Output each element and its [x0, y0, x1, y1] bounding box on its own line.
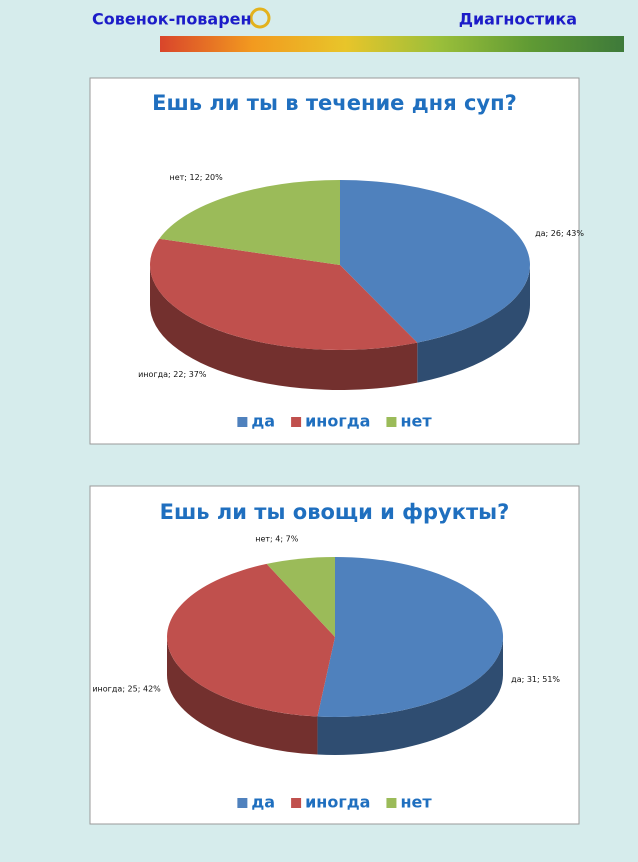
slice-side [417, 265, 530, 383]
legend-swatch [291, 798, 302, 808]
slice-side [150, 265, 418, 390]
data-label: нет; 12; 20% [169, 173, 223, 182]
slice [317, 557, 504, 718]
header-banner [160, 36, 624, 52]
legend-label: да [251, 412, 275, 431]
slice [266, 557, 335, 637]
legend-label: иногда [305, 412, 370, 431]
legend-swatch [237, 417, 248, 427]
header-right: Диагностика [459, 10, 577, 29]
slice [159, 180, 340, 265]
legend-swatch [291, 417, 302, 427]
data-label: нет; 4; 7% [255, 534, 298, 543]
header-left: Совенок-поварен [92, 10, 252, 29]
owl-icon [249, 7, 271, 29]
slice-side [167, 637, 318, 755]
legend-label: иногда [305, 793, 370, 812]
chart-title: Ешь ли ты в течение дня суп? [152, 91, 517, 115]
legend-swatch [386, 417, 397, 427]
slice [340, 180, 530, 343]
legend-swatch [237, 798, 248, 808]
data-label: иногда; 25; 42% [92, 684, 161, 693]
legend-label: нет [400, 793, 432, 812]
slice [149, 238, 418, 350]
legend-label: нет [400, 412, 432, 431]
slice [167, 563, 335, 717]
slice-side [317, 637, 503, 755]
data-label: да; 26; 43% [535, 229, 584, 238]
data-label: да; 31; 51% [511, 675, 560, 684]
legend-label: да [251, 793, 275, 812]
chart-title: Ешь ли ты овощи и фрукты? [160, 500, 510, 524]
legend-swatch [386, 798, 397, 808]
data-label: иногда; 22; 37% [138, 370, 207, 379]
